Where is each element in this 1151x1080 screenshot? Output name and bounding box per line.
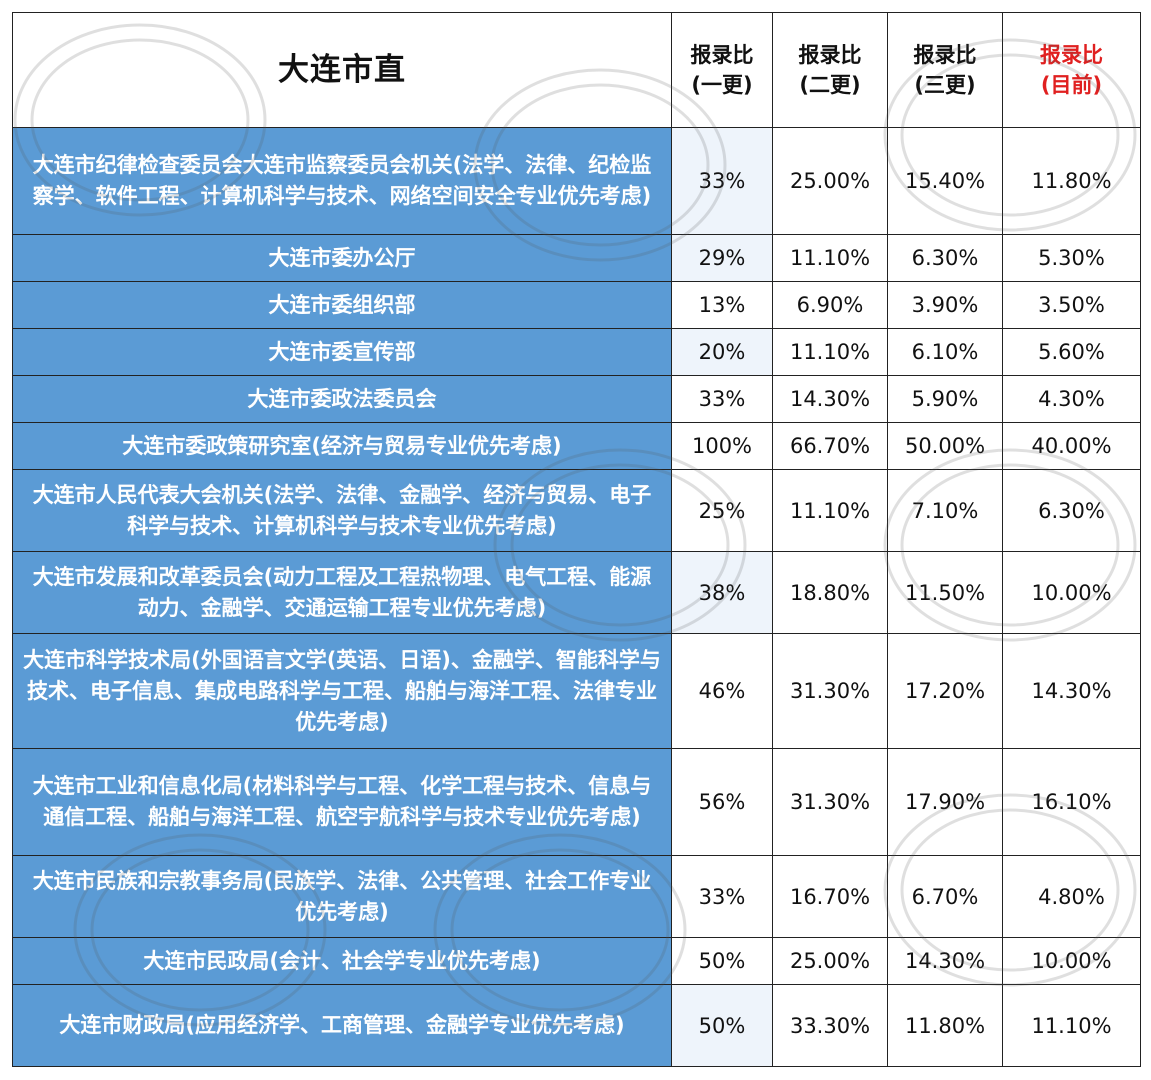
ratio-current-cell: 10.00% bbox=[1002, 937, 1141, 985]
department-name-cell: 大连市工业和信息化局(材料科学与工程、化学工程与技术、信息与通信工程、船舶与海洋… bbox=[12, 748, 672, 856]
ratio-third-update-cell: 50.00% bbox=[887, 422, 1003, 470]
ratio-third-update-cell: 15.40% bbox=[887, 127, 1003, 235]
header-sublabel: (三更) bbox=[914, 73, 976, 97]
ratio-second-update-cell: 25.00% bbox=[772, 127, 888, 235]
header-ratio-current: 报录比 (目前) bbox=[1002, 12, 1141, 128]
table-row: 大连市委政法委员会 33% 14.30% 5.90% 4.30% bbox=[12, 375, 1141, 423]
header-sublabel: (一更) bbox=[691, 73, 753, 97]
table-row: 大连市委组织部 13% 6.90% 3.90% 3.50% bbox=[12, 281, 1141, 329]
ratio-current-cell: 10.00% bbox=[1002, 551, 1141, 634]
ratio-current-cell: 4.80% bbox=[1002, 855, 1141, 938]
ratio-second-update-cell: 14.30% bbox=[772, 375, 888, 423]
department-name-cell: 大连市委办公厅 bbox=[12, 234, 672, 282]
header-ratio-first-update: 报录比 (一更) bbox=[671, 12, 773, 128]
department-name-cell: 大连市财政局(应用经济学、工商管理、金融学专业优先考虑) bbox=[12, 984, 672, 1067]
header-label: 报录比 bbox=[1040, 43, 1103, 67]
ratio-second-update-cell: 25.00% bbox=[772, 937, 888, 985]
ratio-current-cell: 40.00% bbox=[1002, 422, 1141, 470]
header-sublabel: (二更) bbox=[799, 73, 861, 97]
ratio-current-cell: 11.10% bbox=[1002, 984, 1141, 1067]
table-row: 大连市民政局(会计、社会学专业优先考虑) 50% 25.00% 14.30% 10.00… bbox=[12, 937, 1141, 985]
header-sublabel: (目前) bbox=[1040, 73, 1103, 97]
department-name-cell: 大连市纪律检查委员会大连市监察委员会机关(法学、法律、纪检监察学、软件工程、计算… bbox=[12, 127, 672, 235]
ratio-third-update-cell: 7.10% bbox=[887, 469, 1003, 552]
ratio-first-update-cell: 50% bbox=[671, 984, 773, 1067]
ratio-first-update-cell: 100% bbox=[671, 422, 773, 470]
ratio-third-update-cell: 11.80% bbox=[887, 984, 1003, 1067]
table-row: 大连市财政局(应用经济学、工商管理、金融学专业优先考虑) 50% 33.30% 11.… bbox=[12, 984, 1141, 1067]
ratio-first-update-cell: 33% bbox=[671, 127, 773, 235]
ratio-third-update-cell: 17.20% bbox=[887, 633, 1003, 749]
department-name-cell: 大连市科学技术局(外国语言文学(英语、日语)、金融学、智能科学与技术、电子信息、… bbox=[12, 633, 672, 749]
ratio-current-cell: 14.30% bbox=[1002, 633, 1141, 749]
department-name-cell: 大连市人民代表大会机关(法学、法律、金融学、经济与贸易、电子科学与技术、计算机科… bbox=[12, 469, 672, 552]
department-name-cell: 大连市委宣传部 bbox=[12, 328, 672, 376]
ratio-current-cell: 5.30% bbox=[1002, 234, 1141, 282]
department-name-cell: 大连市民族和宗教事务局(民族学、法律、公共管理、社会工作专业优先考虑) bbox=[12, 855, 672, 938]
table-title: 大连市直 bbox=[12, 12, 672, 128]
ratio-current-cell: 16.10% bbox=[1002, 748, 1141, 856]
ratio-current-cell: 3.50% bbox=[1002, 281, 1141, 329]
ratio-second-update-cell: 11.10% bbox=[772, 234, 888, 282]
table-row: 大连市民族和宗教事务局(民族学、法律、公共管理、社会工作专业优先考虑) 33% 16… bbox=[12, 855, 1141, 938]
ratio-first-update-cell: 50% bbox=[671, 937, 773, 985]
header-ratio-second-update: 报录比 (二更) bbox=[772, 12, 888, 128]
ratio-second-update-cell: 33.30% bbox=[772, 984, 888, 1067]
header-label: 报录比 bbox=[690, 43, 754, 67]
ratio-current-cell: 5.60% bbox=[1002, 328, 1141, 376]
department-name-cell: 大连市委政策研究室(经济与贸易专业优先考虑) bbox=[12, 422, 672, 470]
ratio-third-update-cell: 5.90% bbox=[887, 375, 1003, 423]
table-row: 大连市委宣传部 20% 11.10% 6.10% 5.60% bbox=[12, 328, 1141, 376]
ratio-first-update-cell: 46% bbox=[671, 633, 773, 749]
table-row: 大连市委政策研究室(经济与贸易专业优先考虑) 100% 66.70% 50.00% 40… bbox=[12, 422, 1141, 470]
ratio-first-update-cell: 20% bbox=[671, 328, 773, 376]
ratio-second-update-cell: 18.80% bbox=[772, 551, 888, 634]
ratio-first-update-cell: 29% bbox=[671, 234, 773, 282]
table-row: 大连市发展和改革委员会(动力工程及工程热物理、电气工程、能源动力、金融学、交通运… bbox=[12, 551, 1141, 634]
ratio-first-update-cell: 33% bbox=[671, 855, 773, 938]
ratio-second-update-cell: 11.10% bbox=[772, 328, 888, 376]
department-name-cell: 大连市委组织部 bbox=[12, 281, 672, 329]
ratio-second-update-cell: 11.10% bbox=[772, 469, 888, 552]
department-name-cell: 大连市发展和改革委员会(动力工程及工程热物理、电气工程、能源动力、金融学、交通运… bbox=[12, 551, 672, 634]
table-body: 大连市纪律检查委员会大连市监察委员会机关(法学、法律、纪检监察学、软件工程、计算… bbox=[12, 127, 1141, 1067]
header-row: 大连市直 报录比 (一更) 报录比 (二更) 报录比 (三更) 报录比 (目前) bbox=[12, 12, 1141, 128]
department-name-cell: 大连市委政法委员会 bbox=[12, 375, 672, 423]
ratio-third-update-cell: 6.30% bbox=[887, 234, 1003, 282]
ratio-third-update-cell: 11.50% bbox=[887, 551, 1003, 634]
ratio-third-update-cell: 6.10% bbox=[887, 328, 1003, 376]
header-label: 报录比 bbox=[913, 43, 977, 67]
ratio-first-update-cell: 38% bbox=[671, 551, 773, 634]
table-row: 大连市纪律检查委员会大连市监察委员会机关(法学、法律、纪检监察学、软件工程、计算… bbox=[12, 127, 1141, 235]
ratio-second-update-cell: 31.30% bbox=[772, 633, 888, 749]
table-row: 大连市委办公厅 29% 11.10% 6.30% 5.30% bbox=[12, 234, 1141, 282]
ratio-first-update-cell: 33% bbox=[671, 375, 773, 423]
ratio-third-update-cell: 14.30% bbox=[887, 937, 1003, 985]
header-label: 报录比 bbox=[798, 43, 862, 67]
ratio-first-update-cell: 13% bbox=[671, 281, 773, 329]
ratio-second-update-cell: 66.70% bbox=[772, 422, 888, 470]
ratio-table: 大连市直 报录比 (一更) 报录比 (二更) 报录比 (三更) 报录比 (目前) bbox=[12, 12, 1141, 1067]
table-row: 大连市工业和信息化局(材料科学与工程、化学工程与技术、信息与通信工程、船舶与海洋… bbox=[12, 748, 1141, 856]
header-ratio-third-update: 报录比 (三更) bbox=[887, 12, 1003, 128]
ratio-table-container: 大连市直 报录比 (一更) 报录比 (二更) 报录比 (三更) 报录比 (目前) bbox=[12, 12, 1141, 1067]
ratio-third-update-cell: 17.90% bbox=[887, 748, 1003, 856]
ratio-second-update-cell: 6.90% bbox=[772, 281, 888, 329]
ratio-third-update-cell: 6.70% bbox=[887, 855, 1003, 938]
ratio-current-cell: 11.80% bbox=[1002, 127, 1141, 235]
ratio-first-update-cell: 56% bbox=[671, 748, 773, 856]
ratio-current-cell: 6.30% bbox=[1002, 469, 1141, 552]
ratio-first-update-cell: 25% bbox=[671, 469, 773, 552]
table-row: 大连市科学技术局(外国语言文学(英语、日语)、金融学、智能科学与技术、电子信息、… bbox=[12, 633, 1141, 749]
ratio-third-update-cell: 3.90% bbox=[887, 281, 1003, 329]
ratio-second-update-cell: 16.70% bbox=[772, 855, 888, 938]
department-name-cell: 大连市民政局(会计、社会学专业优先考虑) bbox=[12, 937, 672, 985]
table-row: 大连市人民代表大会机关(法学、法律、金融学、经济与贸易、电子科学与技术、计算机科… bbox=[12, 469, 1141, 552]
ratio-current-cell: 4.30% bbox=[1002, 375, 1141, 423]
ratio-second-update-cell: 31.30% bbox=[772, 748, 888, 856]
